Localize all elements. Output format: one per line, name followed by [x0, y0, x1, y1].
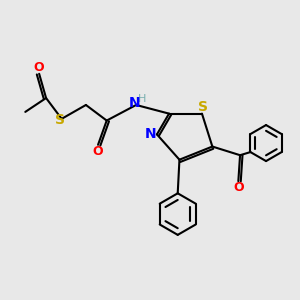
Text: N: N — [129, 96, 140, 110]
Text: O: O — [33, 61, 44, 74]
Text: O: O — [233, 181, 244, 194]
Text: O: O — [92, 145, 103, 158]
Text: N: N — [145, 128, 157, 141]
Text: H: H — [137, 94, 146, 104]
Text: S: S — [198, 100, 208, 114]
Text: S: S — [55, 112, 65, 127]
